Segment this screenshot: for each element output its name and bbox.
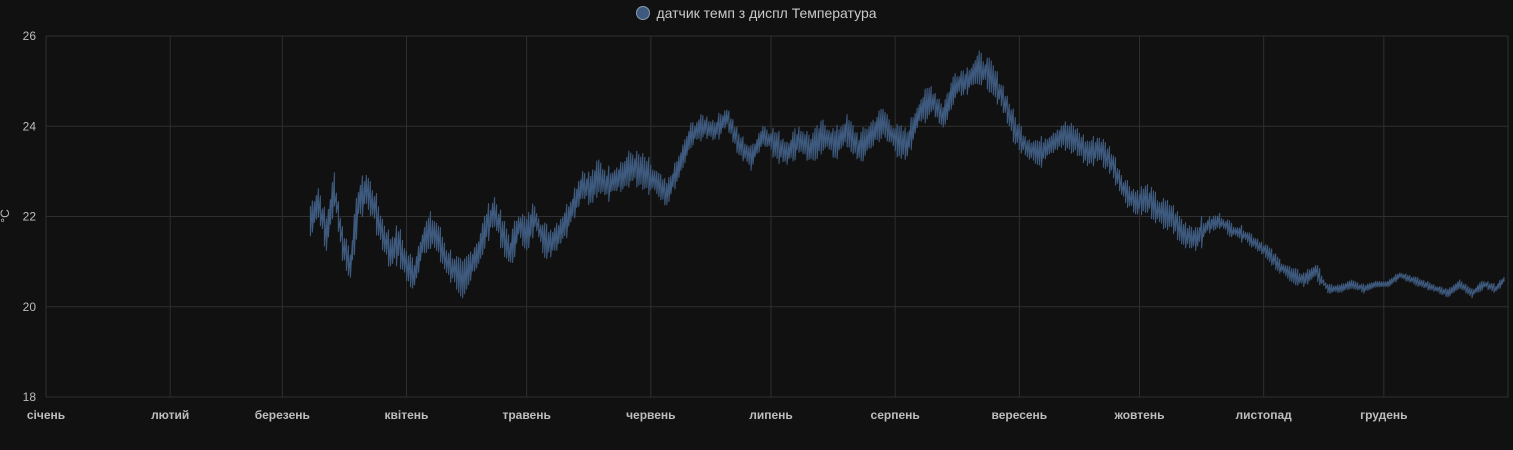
- x-tick-label: липень: [749, 408, 793, 422]
- x-tick-label: березень: [255, 408, 310, 422]
- x-tick-label: грудень: [1360, 408, 1407, 422]
- chart-series: [309, 50, 1505, 299]
- y-tick-label: 22: [23, 210, 37, 224]
- y-tick-label: 24: [23, 119, 37, 133]
- legend-label[interactable]: датчик темп з диспл Температура: [656, 5, 877, 21]
- chart-grid: [45, 35, 1509, 398]
- y-axis-ticks: 26 24 22 20 18: [23, 29, 37, 404]
- chart-legend[interactable]: датчик темп з диспл Температура: [0, 2, 1513, 24]
- x-tick-label: червень: [626, 408, 676, 422]
- y-axis-label: °C: [0, 209, 12, 223]
- x-tick-label: жовтень: [1114, 408, 1165, 422]
- x-tick-label: січень: [27, 408, 65, 422]
- legend-swatch[interactable]: [636, 6, 651, 20]
- x-tick-label: серпень: [871, 408, 920, 422]
- series-line[interactable]: [309, 50, 1505, 299]
- y-tick-label: 26: [23, 29, 37, 43]
- x-axis-ticks: січень лютий березень квітень травень червень…: [27, 408, 1408, 422]
- x-tick-label: вересень: [991, 408, 1047, 422]
- y-tick-label: 20: [23, 300, 37, 314]
- x-tick-label: листопад: [1236, 408, 1293, 422]
- x-tick-label: лютий: [151, 408, 189, 422]
- x-tick-label: квітень: [385, 408, 429, 422]
- x-tick-label: травень: [502, 408, 550, 422]
- y-tick-label: 18: [23, 390, 37, 404]
